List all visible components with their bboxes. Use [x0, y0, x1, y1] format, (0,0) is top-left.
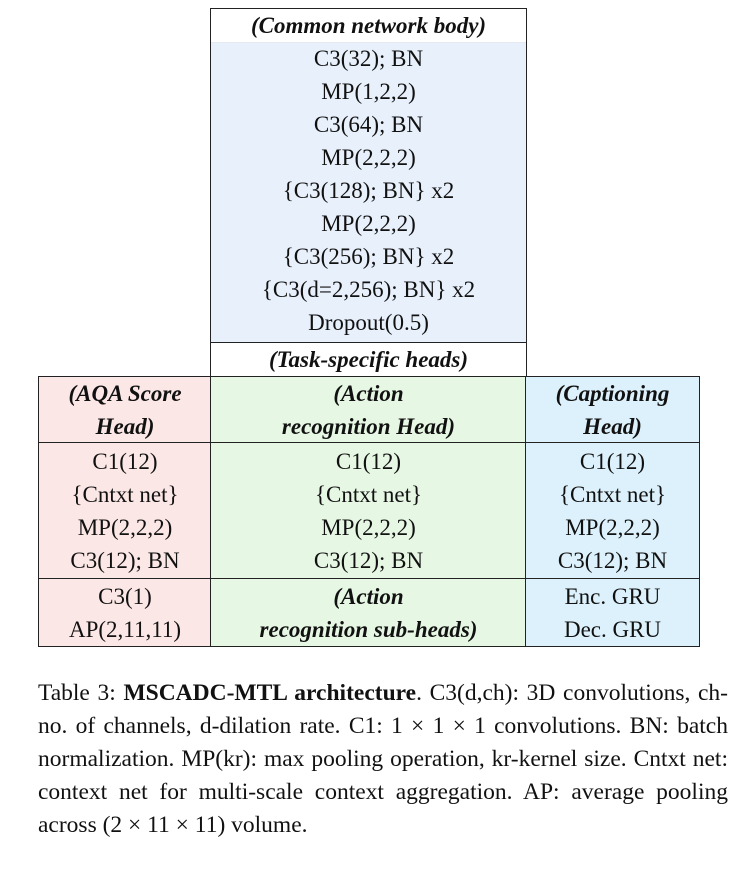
caption-head-title-line: (Captioning [555, 381, 670, 406]
aqa-head-layers-cell: C1(12) {Cntxt net} MP(2,2,2) C3(12); BN [38, 442, 212, 580]
action-head-title-line: (Action [333, 381, 404, 406]
aqa-layer: MP(2,2,2) [77, 515, 173, 540]
caption-head-title-line: Head) [583, 414, 642, 439]
body-layer: {C3(128); BN} x2 [282, 178, 455, 203]
aqa-layer: C1(12) [92, 449, 158, 474]
action-layer: C3(12); BN [313, 548, 424, 573]
body-layer: C3(32); BN [313, 46, 424, 71]
body-layer: MP(1,2,2) [321, 79, 416, 104]
action-head-title-cell: (Action recognition Head) [210, 376, 527, 444]
aqa-head-title-line: Head) [95, 414, 155, 439]
action-tail-line: recognition sub-heads) [259, 617, 478, 642]
action-layer: {Cntxt net} [314, 482, 423, 507]
aqa-head-title-line: (AQA Score [68, 381, 182, 406]
caption-head-layers-cell: C1(12) {Cntxt net} MP(2,2,2) C3(12); BN [525, 442, 700, 580]
action-head-tail-cell: (Action recognition sub-heads) [210, 578, 527, 647]
caption-tail-layer: Dec. GRU [563, 617, 662, 642]
action-head-title-line: recognition Head) [281, 414, 456, 439]
caption-text: . C3(d,ch): 3D convolutions, ch-no. of c… [38, 680, 728, 838]
aqa-head-tail-cell: C3(1) AP(2,11,11) [38, 578, 212, 647]
caption-layer: {Cntxt net} [558, 482, 667, 507]
body-layer: MP(2,2,2) [321, 211, 416, 236]
caption-head-tail-cell: Enc. GRU Dec. GRU [525, 578, 700, 647]
body-layer: MP(2,2,2) [321, 145, 416, 170]
caption-tail-layer: Enc. GRU [564, 584, 661, 609]
aqa-tail-layer: C3(1) [98, 584, 152, 609]
table-caption: Table 3: MSCADC-MTL architecture. C3(d,c… [38, 677, 728, 842]
action-layer: C1(12) [335, 449, 402, 474]
caption-bold-title: MSCADC-MTL architecture [123, 680, 417, 706]
aqa-head-title-cell: (AQA Score Head) [38, 376, 212, 444]
action-layer: MP(2,2,2) [321, 515, 416, 540]
common-body-box: (Common network body) C3(32); BN MP(1,2,… [210, 8, 527, 344]
common-body-title: (Common network body) [250, 13, 487, 38]
body-layer: C3(64); BN [313, 112, 424, 137]
aqa-layer: C3(12); BN [70, 548, 180, 573]
action-tail-line: (Action [333, 584, 404, 609]
action-head-layers-cell: C1(12) {Cntxt net} MP(2,2,2) C3(12); BN [210, 442, 527, 580]
common-body-title-cell [211, 9, 526, 43]
body-layer: {C3(d=2,256); BN} x2 [261, 277, 476, 302]
common-body-content: (Common network body) C3(32); BN MP(1,2,… [211, 9, 526, 339]
caption-head-title-cell: (Captioning Head) [525, 376, 700, 444]
body-layer: Dropout(0.5) [308, 310, 429, 335]
task-heads-title: (Task-specific heads) [268, 347, 469, 372]
caption-layer: C3(12); BN [557, 548, 668, 573]
aqa-tail-layer: AP(2,11,11) [68, 617, 181, 642]
caption-layer: C1(12) [579, 449, 646, 474]
caption-layer: MP(2,2,2) [565, 515, 660, 540]
body-layer: {C3(256); BN} x2 [282, 244, 455, 269]
caption-prefix: Table 3: [38, 680, 124, 706]
aqa-layer: {Cntxt net} [71, 482, 179, 507]
task-heads-title-box: (Task-specific heads) [210, 342, 527, 378]
